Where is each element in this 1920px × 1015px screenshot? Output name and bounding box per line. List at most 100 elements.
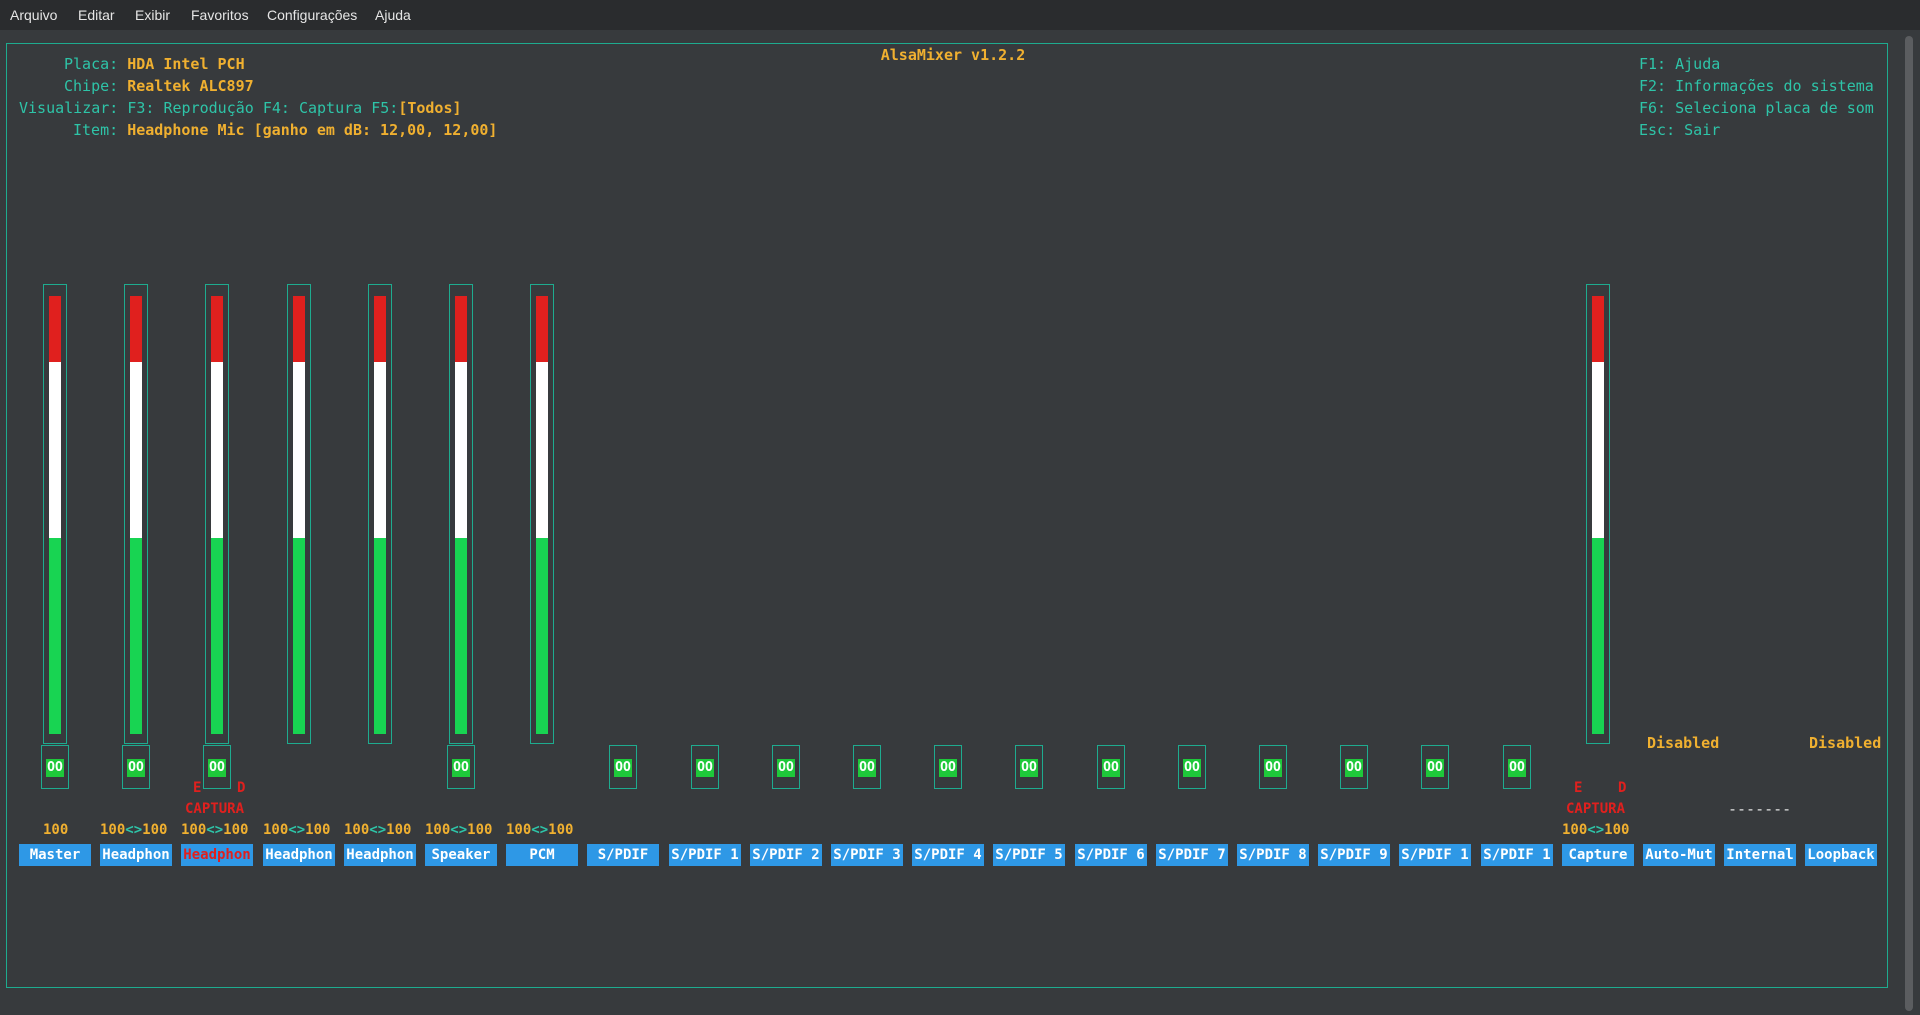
scrollbar[interactable] [1905,36,1913,1011]
channel-label-14[interactable]: S/PDIF 7 [1156,844,1228,866]
bar-level-high [130,296,142,362]
view-label: Visualizar: [19,99,119,117]
channel-label-10[interactable]: S/PDIF 3 [831,844,903,866]
bar-level-mid [49,362,61,538]
balance-separator: <> [450,822,468,838]
balance-separator: <> [206,822,224,838]
mute-toggle-0[interactable]: OO [41,745,69,789]
channel-label-13[interactable]: S/PDIF 6 [1075,844,1147,866]
balance-separator: <> [125,822,143,838]
channel-label-8[interactable]: S/PDIF 1 [669,844,741,866]
channel-label-15[interactable]: S/PDIF 8 [1237,844,1309,866]
bar-level-low [374,538,386,734]
view-info: Visualizar: F3: Reprodução F4: Captura F… [19,97,462,119]
mute-toggle-7[interactable]: OO [609,745,637,789]
mute-toggle-15[interactable]: OO [1259,745,1287,789]
mute-toggle-14[interactable]: OO [1178,745,1206,789]
volume-right: 100 [142,822,168,838]
mute-state: OO [614,759,632,777]
channel-label-3[interactable]: Headphon [263,844,335,866]
volume-bar-2[interactable] [205,284,229,744]
card-info: Placa: HDA Intel PCH [64,53,245,75]
channel-label-9[interactable]: S/PDIF 2 [750,844,822,866]
chip-value: Realtek ALC897 [127,77,254,95]
channel-label-7[interactable]: S/PDIF [587,844,659,866]
mixer-frame: AlsaMixer v1.2.2 [6,43,1888,988]
bar-level-mid [1592,362,1604,538]
mute-state: OO [127,759,145,777]
bar-level-mid [293,362,305,538]
volume-right: 100 [386,822,412,838]
mute-state: OO [1020,759,1038,777]
channel-label-5[interactable]: Speaker [425,844,497,866]
channel-label-20[interactable]: Auto-Mut [1643,844,1715,866]
view-all-key[interactable]: F5: [371,99,399,117]
channel-label-11[interactable]: S/PDIF 4 [912,844,984,866]
mute-toggle-16[interactable]: OO [1340,745,1368,789]
menu-configuracoes[interactable]: Configurações [267,7,358,23]
volume-value-3: 100<>100 [263,821,330,839]
mixer-title: AlsaMixer v1.2.2 [873,46,1033,64]
mute-toggle-2[interactable]: OO [203,745,231,789]
item-value: Headphone Mic [ganho em dB: 12,00, 12,00… [127,121,498,139]
volume-value-1: 100<>100 [100,821,167,839]
bar-level-mid [536,362,548,538]
balance-separator: <> [531,822,549,838]
channel-label-21[interactable]: Internal [1724,844,1796,866]
bar-level-high [49,296,61,362]
channel-label-2[interactable]: Headphon [181,844,253,866]
card-label: Placa: [64,55,119,73]
mute-toggle-1[interactable]: OO [122,745,150,789]
mute-state: OO [208,759,226,777]
volume-bar-19[interactable] [1586,284,1610,744]
channel-label-19[interactable]: Capture [1562,844,1634,866]
volume-value-6: 100<>100 [506,821,573,839]
mute-toggle-9[interactable]: OO [772,745,800,789]
volume-right: 100 [305,822,331,838]
channel-label-6[interactable]: PCM [506,844,578,866]
view-playback[interactable]: F3: Reprodução [127,99,254,117]
volume-left: 100 [100,822,126,838]
menu-ajuda[interactable]: Ajuda [375,7,411,23]
volume-right: 100 [467,822,493,838]
mute-toggle-10[interactable]: OO [853,745,881,789]
volume-bar-0[interactable] [43,284,67,744]
menu-favoritos[interactable]: Favoritos [191,7,249,23]
channel-label-18[interactable]: S/PDIF 1 [1481,844,1553,866]
channel-label-0[interactable]: Master [19,844,91,866]
mute-toggle-5[interactable]: OO [447,745,475,789]
mute-toggle-11[interactable]: OO [934,745,962,789]
bar-level-high [536,296,548,362]
channel-label-12[interactable]: S/PDIF 5 [993,844,1065,866]
menu-editar[interactable]: Editar [78,7,115,23]
status-21: ------- [1728,800,1792,818]
view-all-value[interactable]: [Todos] [398,99,462,117]
mute-state: OO [1183,759,1201,777]
mute-toggle-18[interactable]: OO [1503,745,1531,789]
channel-label-22[interactable]: Loopback [1805,844,1877,866]
bar-level-mid [211,362,223,538]
channel-label-16[interactable]: S/PDIF 9 [1318,844,1390,866]
chip-label: Chipe: [64,77,119,95]
volume-bar-6[interactable] [530,284,554,744]
help-f1: F1: Ajuda [1639,55,1721,73]
channel-label-1[interactable]: Headphon [100,844,172,866]
channel-label-17[interactable]: S/PDIF 1 [1399,844,1471,866]
mute-toggle-17[interactable]: OO [1421,745,1449,789]
volume-bar-1[interactable] [124,284,148,744]
mute-toggle-12[interactable]: OO [1015,745,1043,789]
volume-bar-4[interactable] [368,284,392,744]
bar-level-low [130,538,142,734]
mute-toggle-8[interactable]: OO [691,745,719,789]
menu-arquivo[interactable]: Arquivo [10,7,58,23]
volume-bar-3[interactable] [287,284,311,744]
help-f2: F2: Informações do sistema [1639,77,1874,95]
mute-toggle-13[interactable]: OO [1097,745,1125,789]
volume-left: 100 [1562,822,1588,838]
menu-exibir[interactable]: Exibir [135,7,171,23]
bar-level-mid [374,362,386,538]
view-capture[interactable]: F4: Captura [262,99,363,117]
channel-label-4[interactable]: Headphon [344,844,416,866]
bar-level-low [536,538,548,734]
volume-bar-5[interactable] [449,284,473,744]
